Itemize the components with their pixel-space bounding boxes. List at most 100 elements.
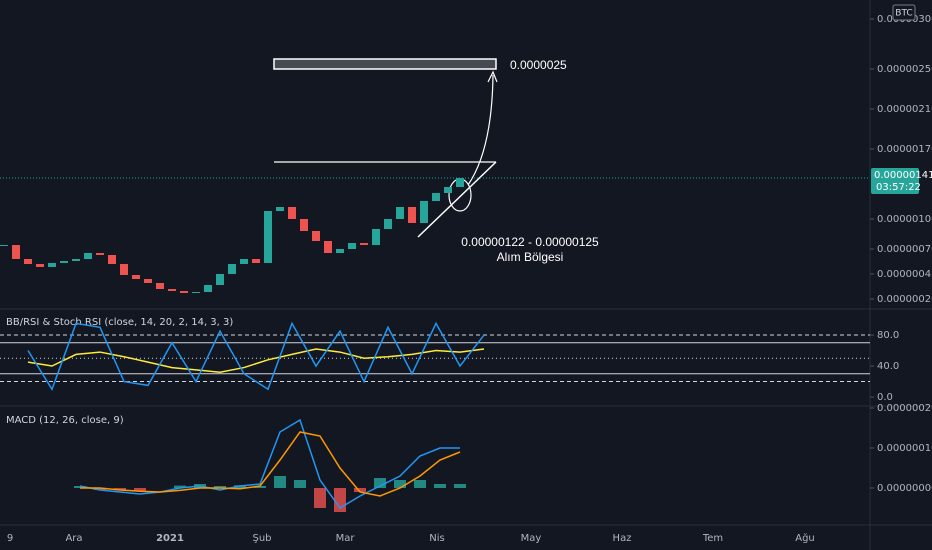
y-tick-label: 80.0: [877, 330, 899, 341]
arrow-head: [487, 70, 498, 83]
symbol-badge: [892, 4, 916, 21]
price-badge: [871, 168, 919, 194]
candle: [12, 245, 20, 259]
candle: [72, 259, 80, 261]
histogram-bar: [454, 484, 466, 488]
y-tick-label: 0.00000010: [877, 443, 932, 454]
candle: [420, 201, 428, 223]
time-label: Nis: [429, 533, 444, 544]
y-tick-label: 0.00000000: [877, 483, 932, 494]
time-label: Ağu: [795, 532, 815, 544]
indicator-line: [27, 321, 485, 391]
time-label: Mar: [336, 533, 356, 544]
candle: [360, 243, 368, 245]
candle: [132, 275, 140, 279]
candle: [396, 207, 404, 219]
candle: [36, 264, 44, 267]
candle: [312, 231, 320, 241]
y-tick-label: 0.00000070: [877, 244, 932, 255]
time-label: Şub: [252, 533, 271, 544]
countdown: 03:57:22: [876, 182, 921, 193]
y-tick-label: 0.00000020: [877, 294, 932, 305]
target-label: 0.0000025: [510, 58, 567, 72]
candle: [288, 207, 296, 219]
rsi-title: BB/RSI & Stoch RSI (close, 14, 20, 2, 14…: [6, 317, 233, 328]
histogram-bar: [374, 478, 386, 488]
candle: [372, 229, 380, 245]
histogram-bar: [94, 488, 106, 490]
price-badge-label: 0.00000141: [874, 170, 932, 181]
candle: [216, 274, 224, 285]
candle: [324, 241, 332, 253]
candle: [84, 253, 92, 259]
time-label: 2021: [156, 533, 184, 544]
drawings: 0.0000025 0.00000122 - 0.00000125 Alım B…: [6, 58, 599, 426]
support-line: [417, 161, 497, 238]
arrow: [467, 74, 494, 186]
candle: [96, 253, 104, 255]
candle: [204, 285, 212, 292]
candle: [156, 283, 164, 289]
candle: [0, 245, 8, 246]
y-tick-label: 0.0: [877, 392, 893, 403]
y-tick-label: 0.00000170: [877, 144, 932, 155]
candle: [252, 259, 260, 263]
candle: [228, 264, 236, 274]
candle: [264, 211, 272, 263]
candle: [192, 292, 200, 293]
candle: [456, 178, 464, 187]
histogram-bar: [294, 480, 306, 488]
candle: [24, 259, 32, 264]
time-label: Ara: [65, 533, 82, 544]
histogram-bar: [394, 480, 406, 488]
histogram-bar: [114, 488, 126, 490]
zone-name: Alım Bölgesi: [497, 250, 564, 264]
macd-line: [80, 431, 461, 497]
time-label: May: [521, 533, 542, 544]
target-box: [273, 58, 497, 70]
time-label: 9: [7, 533, 13, 544]
candle: [180, 291, 188, 293]
macd-line: [79, 418, 460, 509]
histogram-bar: [254, 486, 266, 488]
y-tick-label: 0.00000250: [877, 64, 932, 75]
y-tick-label: 0.00000045: [877, 269, 932, 280]
y-tick-label: 0.00000100: [877, 214, 932, 225]
histogram-bar: [414, 480, 426, 488]
histogram-bar: [314, 488, 326, 508]
macd-title: MACD (12, 26, close, 9): [6, 415, 124, 426]
candle: [384, 219, 392, 229]
histogram-bar: [434, 484, 446, 488]
y-tick-label: 0.00000210: [877, 104, 932, 115]
y-tick-label: 40.0: [877, 361, 899, 372]
symbol-badge-label: BTC: [895, 9, 912, 19]
candle: [60, 261, 68, 263]
candle: [240, 259, 248, 264]
candle: [144, 279, 152, 283]
candle: [408, 207, 416, 223]
candle: [432, 193, 440, 201]
histogram-bar: [74, 486, 86, 488]
candle: [348, 243, 356, 249]
time-label: Tem: [702, 533, 723, 544]
candle: [48, 263, 56, 267]
zone-label: 0.00000122 - 0.00000125: [461, 235, 599, 249]
candle: [168, 289, 176, 291]
histogram-bar: [134, 488, 146, 491]
candle: [444, 187, 452, 193]
time-label: Haz: [613, 533, 632, 544]
histogram-bar: [214, 486, 226, 488]
histogram-bar: [174, 485, 186, 488]
candle: [300, 219, 308, 231]
histogram-bar: [354, 488, 366, 492]
candle: [108, 255, 116, 264]
candle: [336, 249, 344, 253]
y-tick-label: 0.00000020: [877, 403, 932, 414]
indicator-line: [27, 348, 485, 373]
candle: [120, 264, 128, 275]
histogram-bar: [274, 476, 286, 488]
candle: [276, 207, 284, 211]
